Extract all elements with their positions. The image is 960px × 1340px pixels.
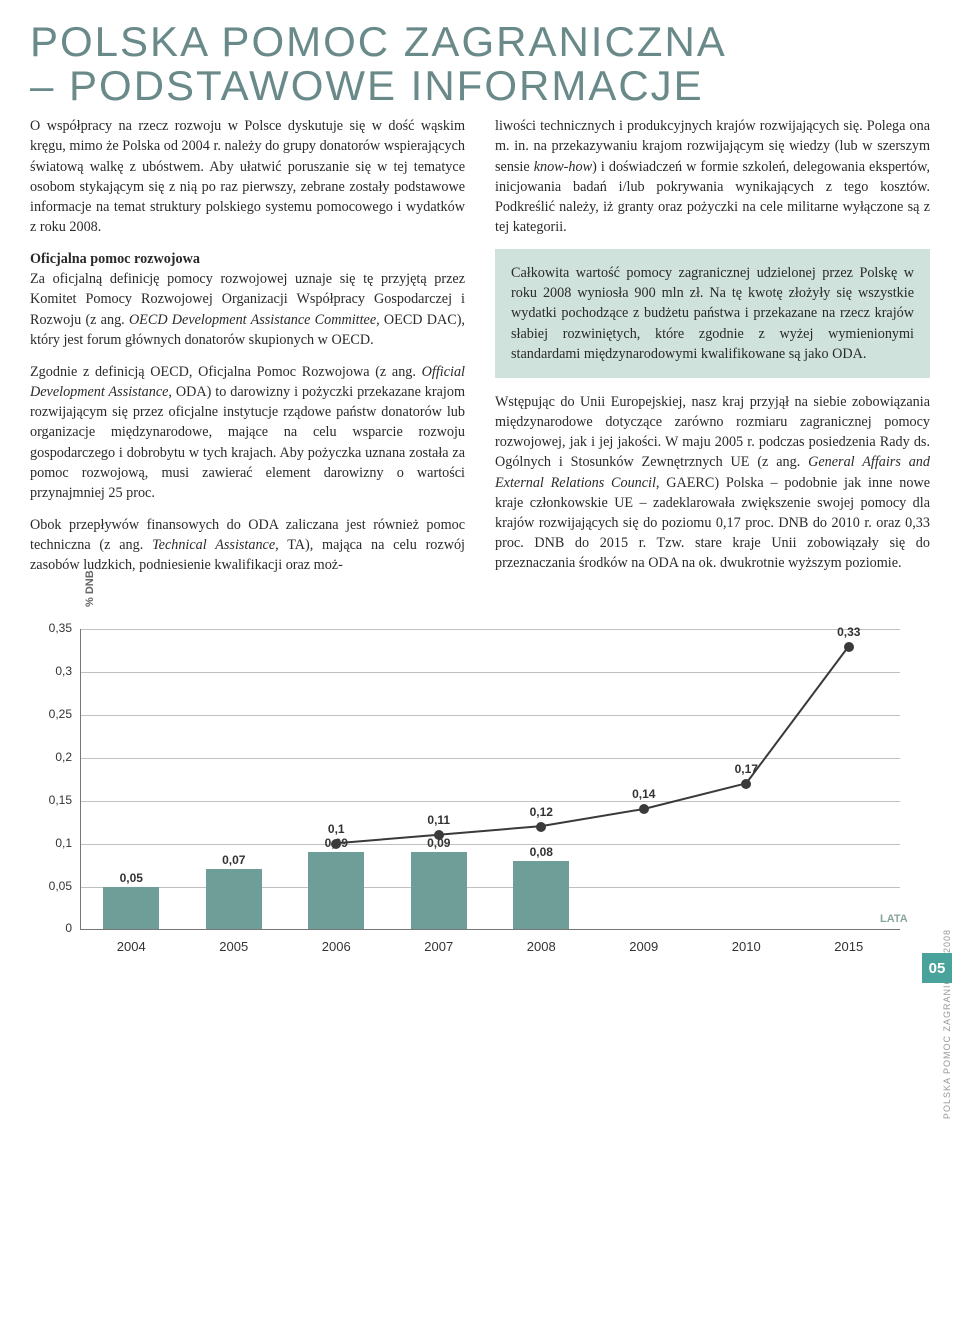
chart-line-dot: [331, 839, 341, 849]
page-number: 05: [922, 953, 952, 983]
chart-line-label: 0,17: [735, 762, 758, 776]
p4-italic-2: know-how: [534, 159, 592, 175]
chart-x-label: 2006: [322, 939, 351, 954]
page-title: POLSKA POMOC ZAGRANICZNA – PODSTAWOWE IN…: [30, 20, 930, 108]
subheading-oda: Oficjalna pomoc rozwojowa: [30, 251, 200, 267]
chart-x-label: 2015: [834, 939, 863, 954]
title-line-1: POLSKA POMOC ZAGRANICZNA: [30, 18, 727, 65]
chart-line-label: 0,14: [632, 787, 655, 801]
paragraph-intro: O współpracy na rzecz rozwoju w Polsce d…: [30, 116, 465, 237]
highlight-box: Całkowita wartość pomocy zagranicznej ud…: [495, 249, 930, 378]
p3b: , ODA) to darowizny i pożyczki przekazan…: [30, 384, 465, 501]
column-left: O współpracy na rzecz rozwoju w Polsce d…: [30, 116, 465, 587]
p2-italic-1: OECD Development Assistance Committee: [129, 312, 376, 328]
paragraph-ta-cont: liwości technicznych i produkcyjnych kra…: [495, 116, 930, 237]
chart-x-label: 2010: [732, 939, 761, 954]
p3a: Zgodnie z definicją OECD, Oficjalna Pomo…: [30, 364, 422, 380]
chart-line-svg: [30, 599, 940, 939]
chart-x-label: 2009: [629, 939, 658, 954]
chart-x-axis-title: LATA: [880, 913, 908, 925]
chart-x-label: 2005: [219, 939, 248, 954]
chart-line-label: 0,11: [427, 813, 450, 827]
paragraph-def-oda: Oficjalna pomoc rozwojowa Za oficjalną d…: [30, 249, 465, 350]
p4-italic-1: Technical Assistance: [152, 537, 275, 553]
title-line-2: – PODSTAWOWE INFORMACJE: [30, 62, 704, 109]
body-columns: O współpracy na rzecz rozwoju w Polsce d…: [30, 116, 930, 587]
chart-line-label: 0,1: [328, 822, 345, 836]
chart-line-dot: [536, 822, 546, 832]
column-right: liwości technicznych i produkcyjnych kra…: [495, 116, 930, 587]
chart-x-label: 2004: [117, 939, 146, 954]
dnb-chart: 00,050,10,150,20,250,30,35% DNB0,050,070…: [30, 599, 930, 979]
chart-line-dot: [639, 804, 649, 814]
paragraph-oecd-def: Zgodnie z definicją OECD, Oficjalna Pomo…: [30, 362, 465, 503]
chart-x-label: 2008: [527, 939, 556, 954]
chart-line-dot: [434, 830, 444, 840]
paragraph-eu: Wstępując do Unii Europejskiej, nasz kra…: [495, 392, 930, 573]
chart-line-label: 0,33: [837, 625, 860, 639]
chart-line-dot: [741, 779, 751, 789]
paragraph-ta-start: Obok przepływów finansowych do ODA zalic…: [30, 515, 465, 575]
box-text: Całkowita wartość pomocy zagranicznej ud…: [511, 265, 914, 362]
chart-line-label: 0,12: [530, 805, 553, 819]
chart-line-dot: [844, 642, 854, 652]
chart-x-label: 2007: [424, 939, 453, 954]
